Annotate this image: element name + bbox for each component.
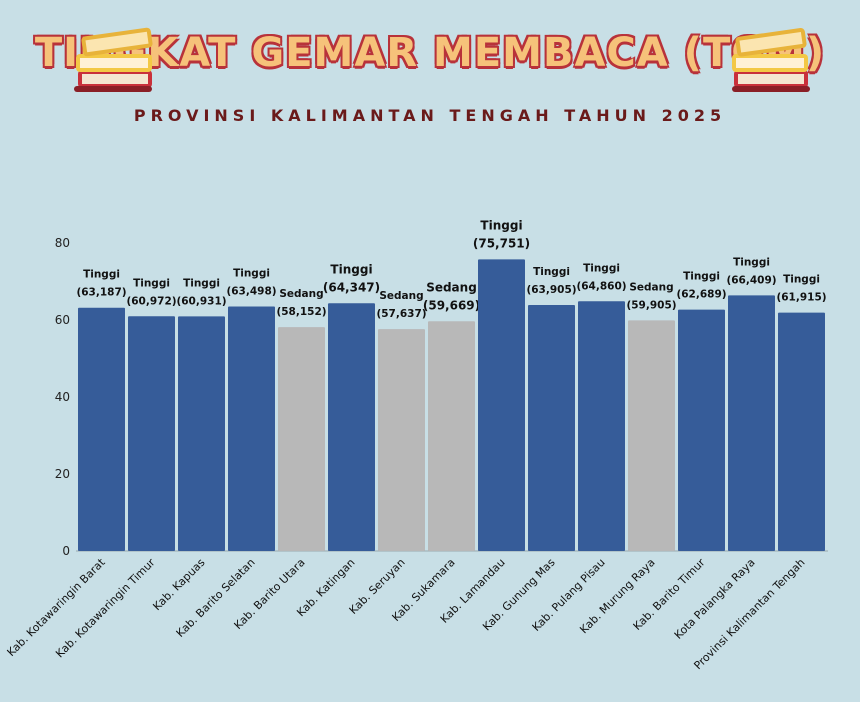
data-label-value: (61,915) <box>776 292 826 304</box>
data-label-level: Sedang <box>629 281 673 293</box>
chart-title: TINGKAT GEMAR MEMBACA (TGM) <box>34 30 826 76</box>
x-tick-label: Provinsi Kalimantan Tengah <box>691 556 807 672</box>
data-label-level: Tinggi <box>330 262 372 276</box>
books-icon <box>74 27 153 92</box>
data-label-level: Tinggi <box>583 262 620 274</box>
data-label-value: (75,751) <box>473 236 530 250</box>
x-tick-label: Kab. Kotawaringin Barat <box>4 555 108 659</box>
data-label-value: (57,637) <box>376 308 426 320</box>
y-tick-label: 40 <box>55 390 70 404</box>
data-label-level: Sedang <box>279 288 323 300</box>
data-label-level: Tinggi <box>533 266 570 278</box>
bar <box>228 306 275 551</box>
data-label-level: Sedang <box>379 290 423 302</box>
data-label-value: (66,409) <box>726 274 776 286</box>
data-label-level: Tinggi <box>83 269 120 281</box>
chart-subtitle: PROVINSI KALIMANTAN TENGAH TAHUN 2025 <box>133 106 727 125</box>
data-label-level: Tinggi <box>783 274 820 286</box>
data-label-value: (63,498) <box>226 286 276 298</box>
x-tick-label: Kab. Kotawaringin Timur <box>53 556 158 661</box>
bar <box>728 295 775 551</box>
bar <box>378 329 425 551</box>
data-label-value: (59,905) <box>626 299 676 311</box>
data-label-value: (63,905) <box>526 284 576 296</box>
bar <box>78 307 125 551</box>
data-label-level: Tinggi <box>233 268 270 280</box>
bar <box>528 304 575 551</box>
data-label-level: Sedang <box>426 280 477 294</box>
data-label-level: Tinggi <box>133 277 170 289</box>
bar <box>278 327 325 551</box>
bar <box>478 259 525 551</box>
data-label-value: (58,152) <box>276 306 326 318</box>
y-tick-label: 0 <box>62 544 70 558</box>
bar <box>328 303 375 551</box>
books-icon <box>732 28 810 92</box>
bar <box>628 320 675 551</box>
bar <box>678 309 725 551</box>
data-label-level: Tinggi <box>183 277 220 289</box>
data-label-value: (64,347) <box>323 280 380 294</box>
y-tick-label: 20 <box>55 467 70 481</box>
data-label-value: (59,669) <box>423 298 480 312</box>
data-label-level: Tinggi <box>683 271 720 283</box>
data-label-level: Tinggi <box>480 218 522 232</box>
bar <box>128 316 175 551</box>
data-label-value: (60,931) <box>176 295 226 307</box>
data-label-value: (63,187) <box>76 287 126 299</box>
bar <box>578 301 625 551</box>
data-label-value: (62,689) <box>676 289 726 301</box>
y-tick-label: 80 <box>55 236 70 250</box>
data-label-value: (60,972) <box>126 295 176 307</box>
y-tick-label: 60 <box>55 313 70 327</box>
bar <box>178 316 225 551</box>
bar <box>778 312 825 551</box>
data-label-value: (64,860) <box>576 280 626 292</box>
bar <box>428 321 475 551</box>
data-label-level: Tinggi <box>733 256 770 268</box>
